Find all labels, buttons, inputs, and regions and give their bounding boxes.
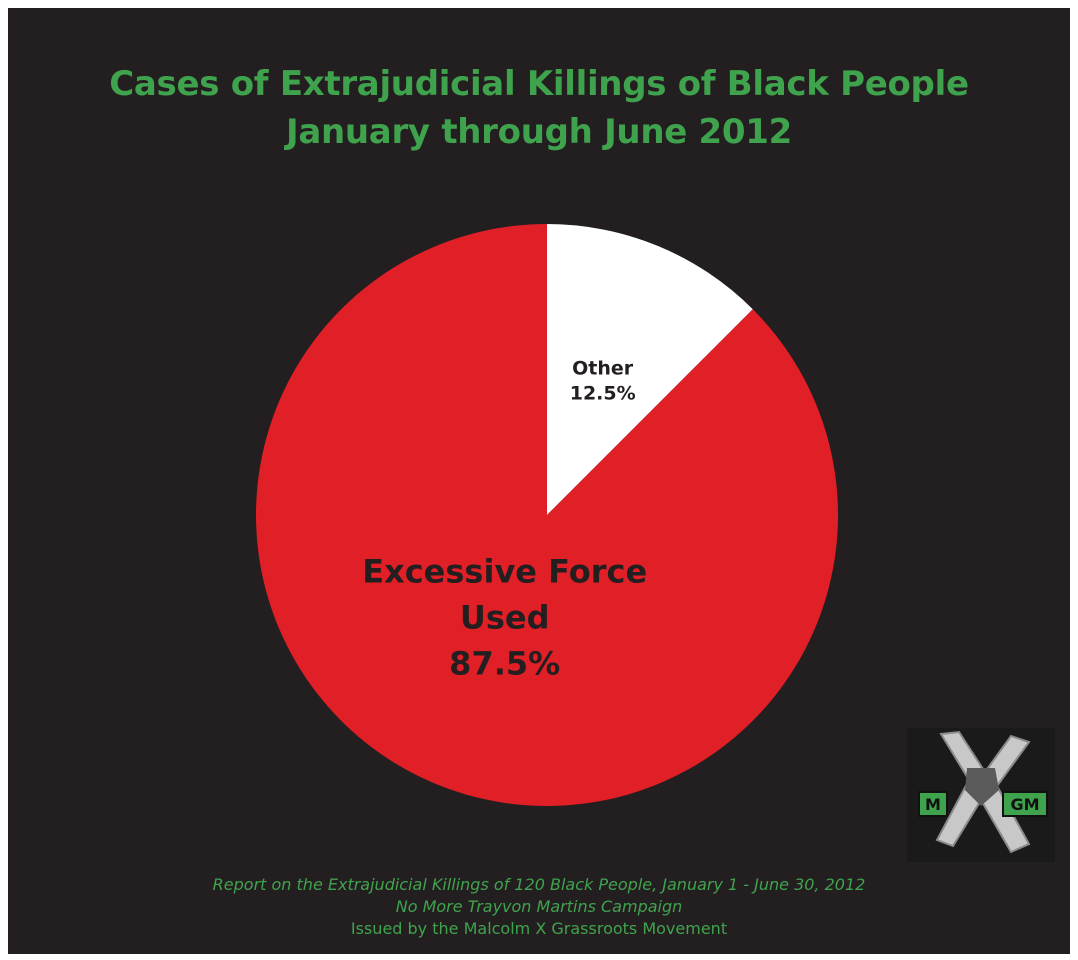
slice-label-excessive-force-used: Used xyxy=(460,598,550,636)
logo-left-letter: M xyxy=(925,795,941,814)
chart-title-line-2: January through June 2012 xyxy=(286,112,792,152)
pie-slice-other xyxy=(547,224,753,515)
slice-value-excessive-force-used: 87.5% xyxy=(449,644,560,682)
infographic-canvas: Cases of Extrajudicial Killings of Black… xyxy=(8,8,1070,954)
logo-right-letters: GM xyxy=(1010,795,1039,814)
pie-slice-excessive-force-used xyxy=(256,224,838,807)
slice-label-other: Other xyxy=(572,358,634,380)
slice-label-excessive-force-used: Excessive Force xyxy=(362,552,647,590)
pie-chart: Other 12.5% Excessive Force Used 87.5% xyxy=(256,224,838,807)
footer-campaign-line: No More Trayvon Martins Campaign xyxy=(395,897,683,916)
footer-report-line: Report on the Extrajudicial Killings of … xyxy=(212,875,866,894)
slice-value-other: 12.5% xyxy=(570,383,636,405)
mxgm-logo-icon: M GM xyxy=(907,728,1055,862)
chart-title-line-1: Cases of Extrajudicial Killings of Black… xyxy=(109,64,969,104)
footer-issuer-line: Issued by the Malcolm X Grassroots Movem… xyxy=(350,919,728,938)
